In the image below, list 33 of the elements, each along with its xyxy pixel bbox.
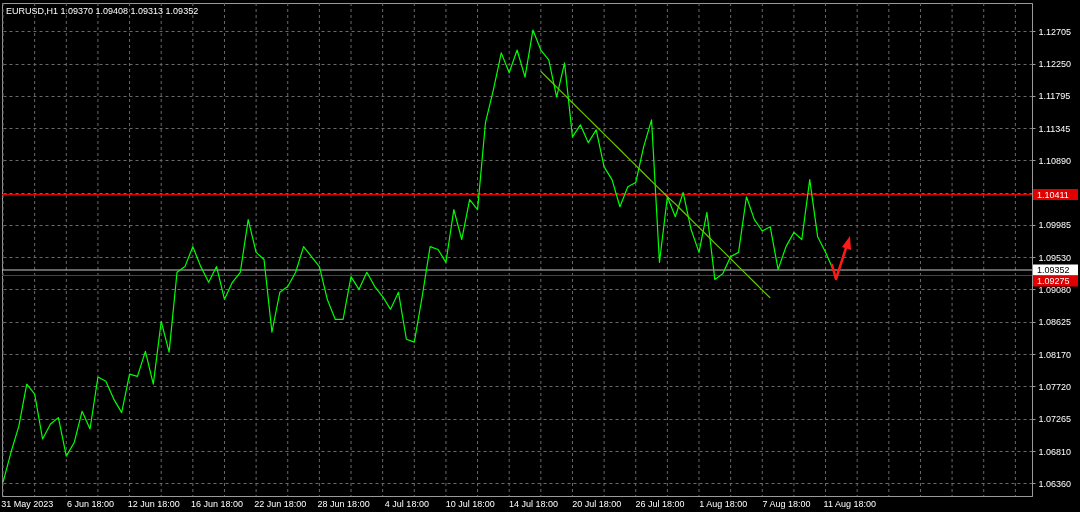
line-series (540, 70, 771, 299)
y-tick-label: 1.11345 (1038, 123, 1071, 134)
y-tick-label: 1.12250 (1038, 59, 1072, 70)
ref-line-label: 1.10411 (1037, 189, 1069, 200)
x-tick-label: 6 Jun 18:00 (67, 498, 115, 509)
y-tick-label: 1.08625 (1038, 317, 1072, 328)
x-tick-label: 16 Jun 18:00 (191, 498, 244, 509)
y-tick-label: 1.06810 (1038, 446, 1072, 457)
y-tick-label: 1.09530 (1038, 252, 1072, 263)
x-tick-label: 20 Jul 18:00 (572, 498, 622, 509)
x-tick-label: 14 Jul 18:00 (508, 498, 558, 509)
y-tick-label: 1.07720 (1038, 381, 1072, 392)
y-tick-label: 1.09985 (1038, 220, 1072, 231)
x-tick-label: 22 Jun 18:00 (254, 498, 307, 509)
x-tick-label: 31 May 2023 (1, 498, 54, 509)
ref-line-label: 1.09352 (1037, 265, 1070, 276)
y-tick-label: 1.09080 (1038, 284, 1072, 295)
x-tick-label: 11 Aug 18:00 (823, 498, 876, 509)
x-tick-label: 7 Aug 18:00 (762, 498, 811, 509)
y-tick-label: 1.10890 (1038, 155, 1072, 166)
x-tick-label: 28 Jun 18:00 (317, 498, 370, 509)
y-tick-label: 1.06360 (1038, 478, 1072, 489)
chart-title: EURUSD,H1 1.09370 1.09408 1.09313 1.09352 (6, 6, 199, 16)
x-tick-label: 12 Jun 18:00 (127, 498, 180, 509)
y-tick-label: 1.07265 (1038, 414, 1072, 425)
y-tick-label: 1.11795 (1038, 91, 1071, 102)
x-tick-label: 4 Jul 18:00 (384, 498, 429, 509)
x-tick-label: 26 Jul 18:00 (635, 498, 685, 509)
ref-line-label: 1.09275 (1037, 276, 1070, 287)
x-tick-label: 10 Jul 18:00 (445, 498, 495, 509)
x-tick-label: 1 Aug 18:00 (699, 498, 748, 509)
y-tick-label: 1.12705 (1038, 26, 1072, 37)
y-tick-label: 1.08170 (1038, 349, 1072, 360)
